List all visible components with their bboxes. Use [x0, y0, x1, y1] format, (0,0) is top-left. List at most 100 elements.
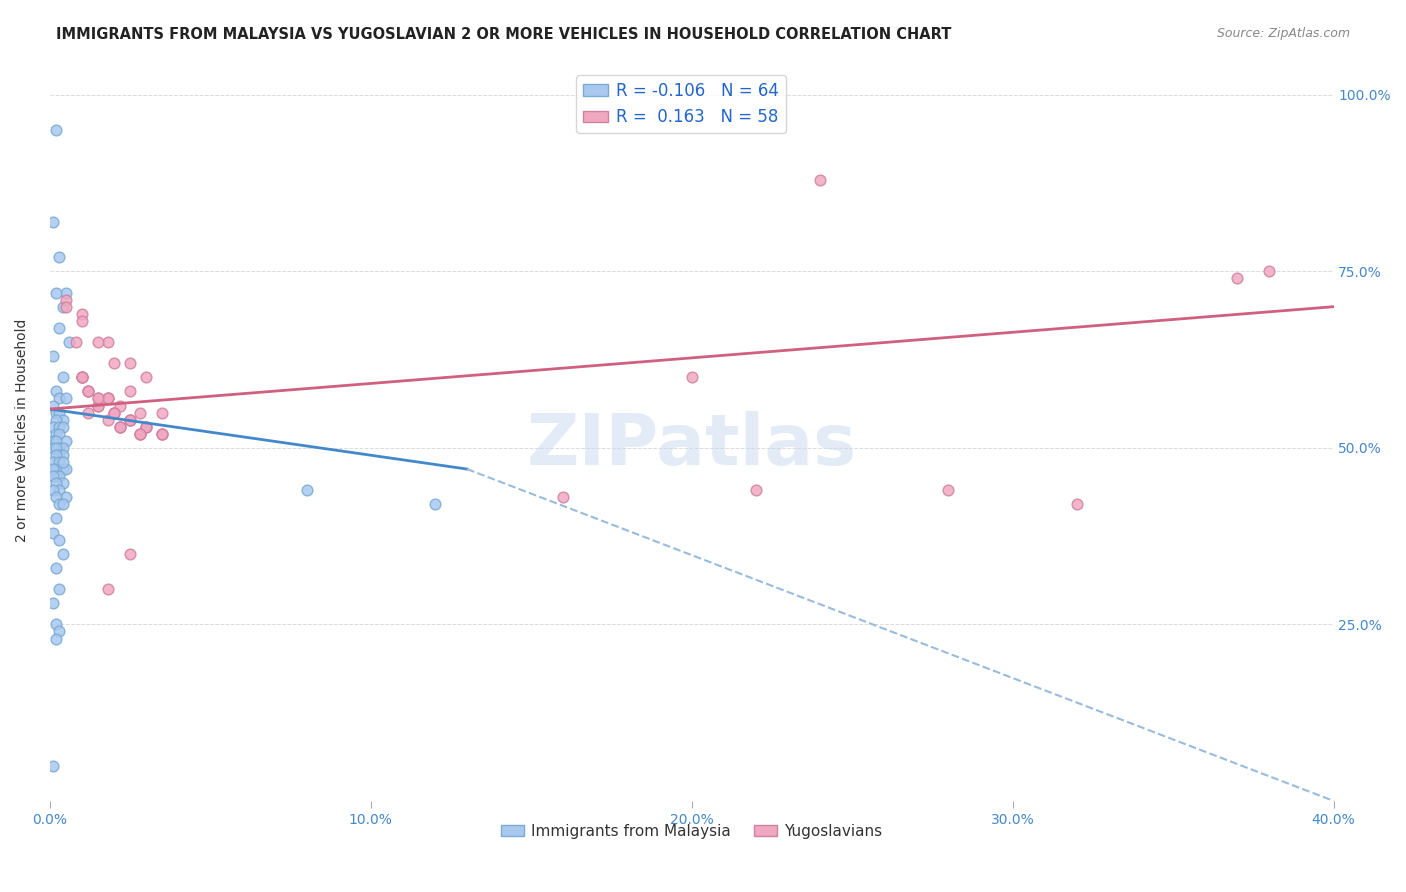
Point: [48, 497, 70, 511]
Point: [52, 547, 75, 561]
Point: [55, 392, 77, 406]
Point: [150, 406, 173, 420]
Point: [45, 434, 67, 448]
Point: [135, 419, 157, 434]
Point: [55, 462, 77, 476]
Point: [45, 462, 67, 476]
Point: [681, 370, 703, 384]
Point: [97, 392, 120, 406]
Point: [48, 455, 70, 469]
Point: [120, 412, 142, 426]
Point: [42, 596, 65, 610]
Point: [42, 441, 65, 455]
Point: [52, 455, 75, 469]
Point: [45, 561, 67, 575]
Point: [52, 441, 75, 455]
Point: [55, 300, 77, 314]
Point: [77, 384, 100, 399]
Point: [745, 483, 768, 498]
Point: [1258, 264, 1281, 278]
Point: [45, 285, 67, 300]
Point: [110, 419, 132, 434]
Point: [120, 547, 142, 561]
Point: [135, 370, 157, 384]
Point: [48, 426, 70, 441]
Point: [87, 392, 110, 406]
Point: [110, 419, 132, 434]
Point: [87, 392, 110, 406]
Point: [48, 321, 70, 335]
Point: [87, 334, 110, 349]
Point: [48, 406, 70, 420]
Point: [55, 293, 77, 307]
Point: [45, 412, 67, 426]
Point: [45, 632, 67, 646]
Point: [48, 250, 70, 264]
Point: [48, 419, 70, 434]
Point: [97, 582, 120, 596]
Point: [45, 469, 67, 483]
Point: [77, 384, 100, 399]
Point: [70, 370, 93, 384]
Point: [48, 441, 70, 455]
Point: [110, 419, 132, 434]
Point: [70, 370, 93, 384]
Point: [52, 462, 75, 476]
Point: [65, 334, 87, 349]
Point: [295, 483, 318, 498]
Point: [48, 392, 70, 406]
Point: [423, 497, 446, 511]
Point: [110, 399, 132, 413]
Point: [52, 370, 75, 384]
Point: [150, 426, 173, 441]
Point: [120, 384, 142, 399]
Point: [87, 399, 110, 413]
Point: [42, 215, 65, 229]
Point: [87, 399, 110, 413]
Point: [42, 462, 65, 476]
Point: [42, 419, 65, 434]
Point: [135, 419, 157, 434]
Point: [97, 392, 120, 406]
Point: [55, 285, 77, 300]
Point: [1066, 497, 1088, 511]
Point: [135, 419, 157, 434]
Point: [120, 412, 142, 426]
Point: [1226, 271, 1249, 285]
Point: [45, 123, 67, 137]
Point: [52, 419, 75, 434]
Point: [42, 349, 65, 363]
Point: [45, 476, 67, 491]
Point: [128, 406, 150, 420]
Point: [52, 448, 75, 462]
Point: [48, 533, 70, 547]
Point: [48, 448, 70, 462]
Point: [553, 491, 575, 505]
Point: [77, 406, 100, 420]
Point: [48, 624, 70, 639]
Point: [45, 511, 67, 525]
Text: IMMIGRANTS FROM MALAYSIA VS YUGOSLAVIAN 2 OR MORE VEHICLES IN HOUSEHOLD CORRELAT: IMMIGRANTS FROM MALAYSIA VS YUGOSLAVIAN …: [56, 27, 952, 42]
Point: [128, 426, 150, 441]
Text: ZIPatlas: ZIPatlas: [527, 410, 856, 480]
Text: Source: ZipAtlas.com: Source: ZipAtlas.com: [1216, 27, 1350, 40]
Point: [45, 384, 67, 399]
Point: [42, 399, 65, 413]
Point: [97, 334, 120, 349]
Point: [55, 434, 77, 448]
Point: [120, 356, 142, 370]
Legend: Immigrants from Malaysia, Yugoslavians: Immigrants from Malaysia, Yugoslavians: [495, 818, 889, 845]
Point: [55, 491, 77, 505]
Point: [48, 469, 70, 483]
Point: [42, 758, 65, 772]
Point: [42, 525, 65, 540]
Point: [128, 426, 150, 441]
Point: [48, 582, 70, 596]
Point: [42, 483, 65, 498]
Point: [70, 370, 93, 384]
Point: [150, 426, 173, 441]
Point: [58, 334, 80, 349]
Point: [52, 300, 75, 314]
Point: [77, 384, 100, 399]
Point: [120, 412, 142, 426]
